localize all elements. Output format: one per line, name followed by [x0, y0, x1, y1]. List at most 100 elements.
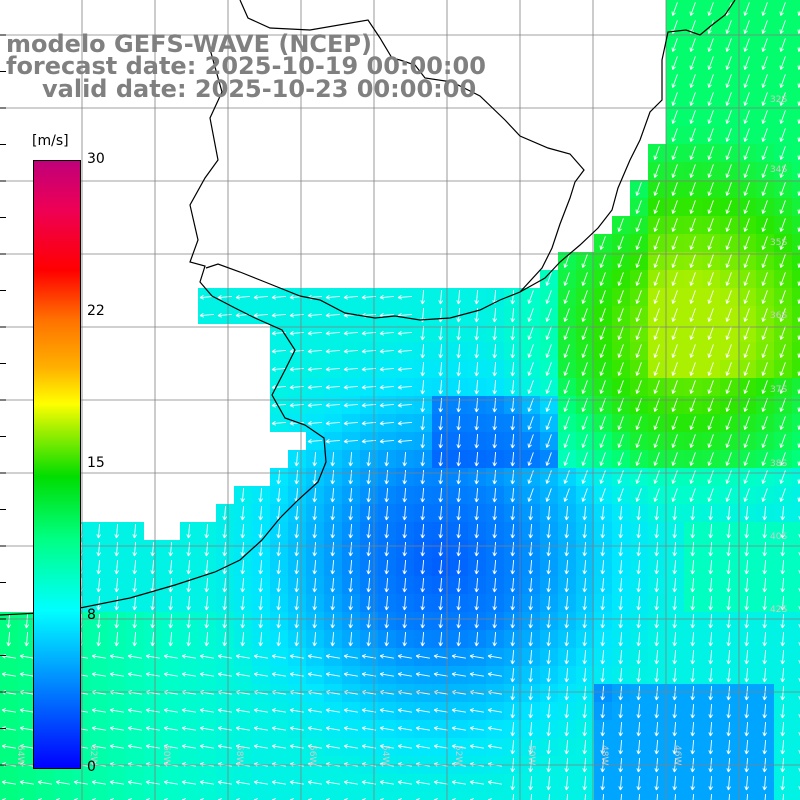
- wind-arrow: [204, 631, 209, 647]
- wind-arrow: [761, 398, 768, 412]
- wind-arrow: [258, 631, 263, 647]
- wind-cell: [792, 522, 800, 540]
- wind-arrow: [451, 654, 466, 659]
- wind-arrow: [618, 595, 623, 611]
- wind-arrow: [294, 577, 299, 593]
- wind-arrow: [545, 380, 552, 394]
- wind-arrow: [636, 649, 641, 665]
- wind-cell: [792, 180, 800, 198]
- wind-arrow: [780, 631, 785, 647]
- wind-arrow: [563, 416, 570, 430]
- wind-arrow: [438, 451, 443, 467]
- wind-arrow: [456, 487, 461, 503]
- wind-arrow: [325, 654, 340, 659]
- wind-arrow: [743, 146, 750, 160]
- wind-arrow: [671, 38, 678, 52]
- wind-cell: [792, 648, 800, 666]
- wind-arrow: [312, 469, 317, 485]
- wind-cell: [54, 792, 72, 800]
- wind-arrow: [402, 487, 407, 503]
- colorbar-tick-8: 8: [87, 607, 96, 623]
- wind-arrow: [546, 577, 551, 593]
- wind-arrow: [708, 721, 713, 737]
- wind-arrow: [762, 613, 767, 629]
- wind-arrow: [474, 379, 479, 395]
- wind-arrow: [653, 164, 660, 178]
- wind-cell: [792, 288, 800, 306]
- wind-arrow: [204, 577, 209, 593]
- wind-arrow: [294, 505, 299, 521]
- wind-arrow: [204, 595, 209, 611]
- wind-arrow: [199, 654, 214, 659]
- wind-arrow: [312, 613, 317, 629]
- wind-arrow: [779, 38, 786, 52]
- wind-arrow: [797, 460, 800, 466]
- wind-arrow: [689, 380, 696, 394]
- wind-arrow: [743, 362, 750, 376]
- wind-arrow: [527, 326, 534, 340]
- wind-arrow: [744, 649, 749, 665]
- wind-arrow: [617, 416, 624, 430]
- wind-arrow: [725, 146, 732, 160]
- wind-arrow: [510, 613, 515, 629]
- wind-arrow: [384, 469, 389, 485]
- wind-arrow: [582, 505, 587, 521]
- wind-arrow: [779, 236, 786, 250]
- wind-arrow: [289, 367, 305, 372]
- wind-arrow: [599, 416, 606, 430]
- wind-arrow: [780, 667, 785, 683]
- wind-arrow: [487, 672, 502, 677]
- wind-arrow: [671, 146, 678, 160]
- wind-arrow: [654, 505, 659, 521]
- wind-arrow: [527, 308, 534, 322]
- wind-arrow: [563, 488, 570, 502]
- wind-arrow: [635, 380, 642, 394]
- wind-arrow: [343, 403, 359, 408]
- wind-arrow: [779, 326, 786, 340]
- wind-arrow: [492, 307, 497, 323]
- wind-cell: [792, 702, 800, 720]
- wind-arrow: [96, 541, 101, 557]
- wind-arrow: [397, 421, 413, 426]
- wind-arrow: [599, 344, 606, 358]
- wind-arrow: [725, 92, 732, 106]
- wind-arrow: [492, 433, 497, 449]
- wind-cell: [234, 792, 252, 800]
- wind-arrow: [474, 415, 479, 431]
- wind-arrow: [582, 523, 587, 539]
- wind-arrow: [307, 331, 323, 336]
- wind-arrow: [762, 595, 767, 611]
- wind-arrow: [707, 344, 714, 358]
- wind-arrow: [635, 344, 642, 358]
- wind-arrow: [474, 577, 479, 593]
- wind-arrow: [258, 523, 263, 539]
- wind-cell: [252, 792, 270, 800]
- wind-arrow: [582, 595, 587, 611]
- wind-arrow: [415, 672, 430, 677]
- wind-arrow: [528, 649, 533, 665]
- wind-arrow: [397, 708, 412, 713]
- wind-arrow: [689, 488, 696, 502]
- wind-arrow: [689, 254, 696, 268]
- wind-arrow: [635, 362, 642, 376]
- wind-arrow: [582, 739, 587, 755]
- lat-label: 34S: [770, 165, 787, 175]
- wind-arrow: [780, 685, 785, 701]
- wind-arrow: [420, 451, 425, 467]
- wind-arrow: [168, 595, 173, 611]
- wind-arrow: [617, 362, 624, 376]
- wind-arrow: [780, 559, 785, 575]
- wind-arrow: [708, 649, 713, 665]
- wind-arrow: [451, 726, 466, 731]
- wind-arrow: [743, 254, 750, 268]
- wind-arrow: [325, 403, 341, 408]
- wind-arrow: [379, 385, 395, 390]
- wind-cell: [432, 792, 450, 800]
- wind-arrow: [217, 744, 232, 749]
- wind-arrow: [779, 254, 786, 268]
- wind-arrow: [600, 577, 605, 593]
- wind-cell: [342, 792, 360, 800]
- wind-arrow: [397, 780, 412, 785]
- wind-cell: [792, 144, 800, 162]
- wind-arrow: [433, 708, 448, 713]
